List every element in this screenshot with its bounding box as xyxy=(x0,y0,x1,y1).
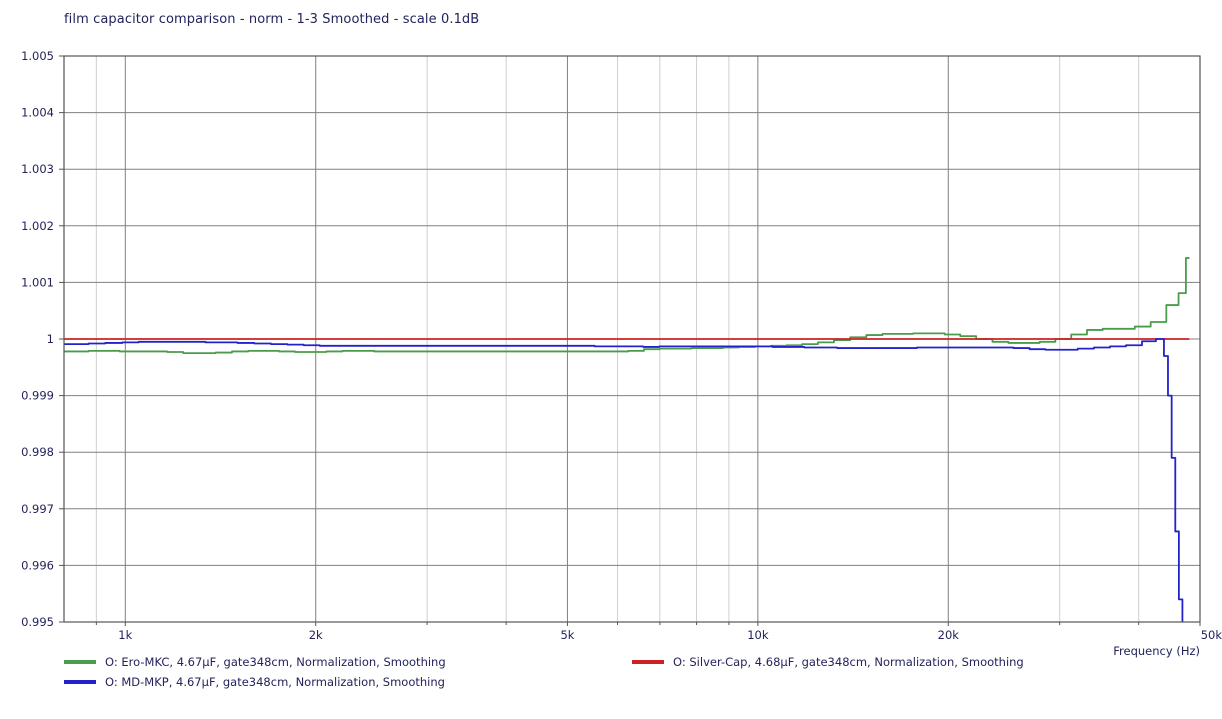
x-axis-tick-label: 1k xyxy=(118,628,132,642)
y-axis-tick-label: 0.998 xyxy=(21,445,54,459)
y-axis-tick-label: 1.004 xyxy=(21,106,54,120)
x-axis-tick-label: 5k xyxy=(560,628,574,642)
x-axis-tick-label: 20k xyxy=(938,628,960,642)
y-axis-tick-label: 1.003 xyxy=(21,162,54,176)
plot-frame xyxy=(63,55,1201,623)
y-axis-tick-label: 1.005 xyxy=(21,49,54,63)
y-axis-tick-label: 0.996 xyxy=(21,558,54,572)
x-axis-tick-label: 10k xyxy=(747,628,769,642)
y-axis-tick-label: 1.002 xyxy=(21,219,54,233)
y-axis-tick-label: 0.999 xyxy=(21,389,54,403)
series-line xyxy=(64,257,1190,355)
series-line xyxy=(64,338,1184,622)
y-axis-tick-label: 0.997 xyxy=(21,502,54,516)
y-axis-tick-label: 1 xyxy=(47,332,54,346)
x-axis-tick-label: 50k xyxy=(1201,628,1222,642)
series-group xyxy=(64,257,1190,622)
legend-item-label[interactable]: O: MD-MKP, 4.67µF, gate348cm, Normalizat… xyxy=(105,675,445,689)
x-axis-title: Frequency (Hz) xyxy=(1113,644,1200,658)
legend-item-label[interactable]: O: Ero-MKC, 4.67µF, gate348cm, Normaliza… xyxy=(105,655,446,669)
legend-item-label[interactable]: O: Silver-Cap, 4.68µF, gate348cm, Normal… xyxy=(673,655,1024,669)
y-axis-tick-label: 1.001 xyxy=(21,275,54,289)
chart-title: film capacitor comparison - norm - 1-3 S… xyxy=(64,12,480,27)
x-axis-tick-label: 2k xyxy=(309,628,323,642)
y-axis-tick-label: 0.995 xyxy=(21,615,54,629)
